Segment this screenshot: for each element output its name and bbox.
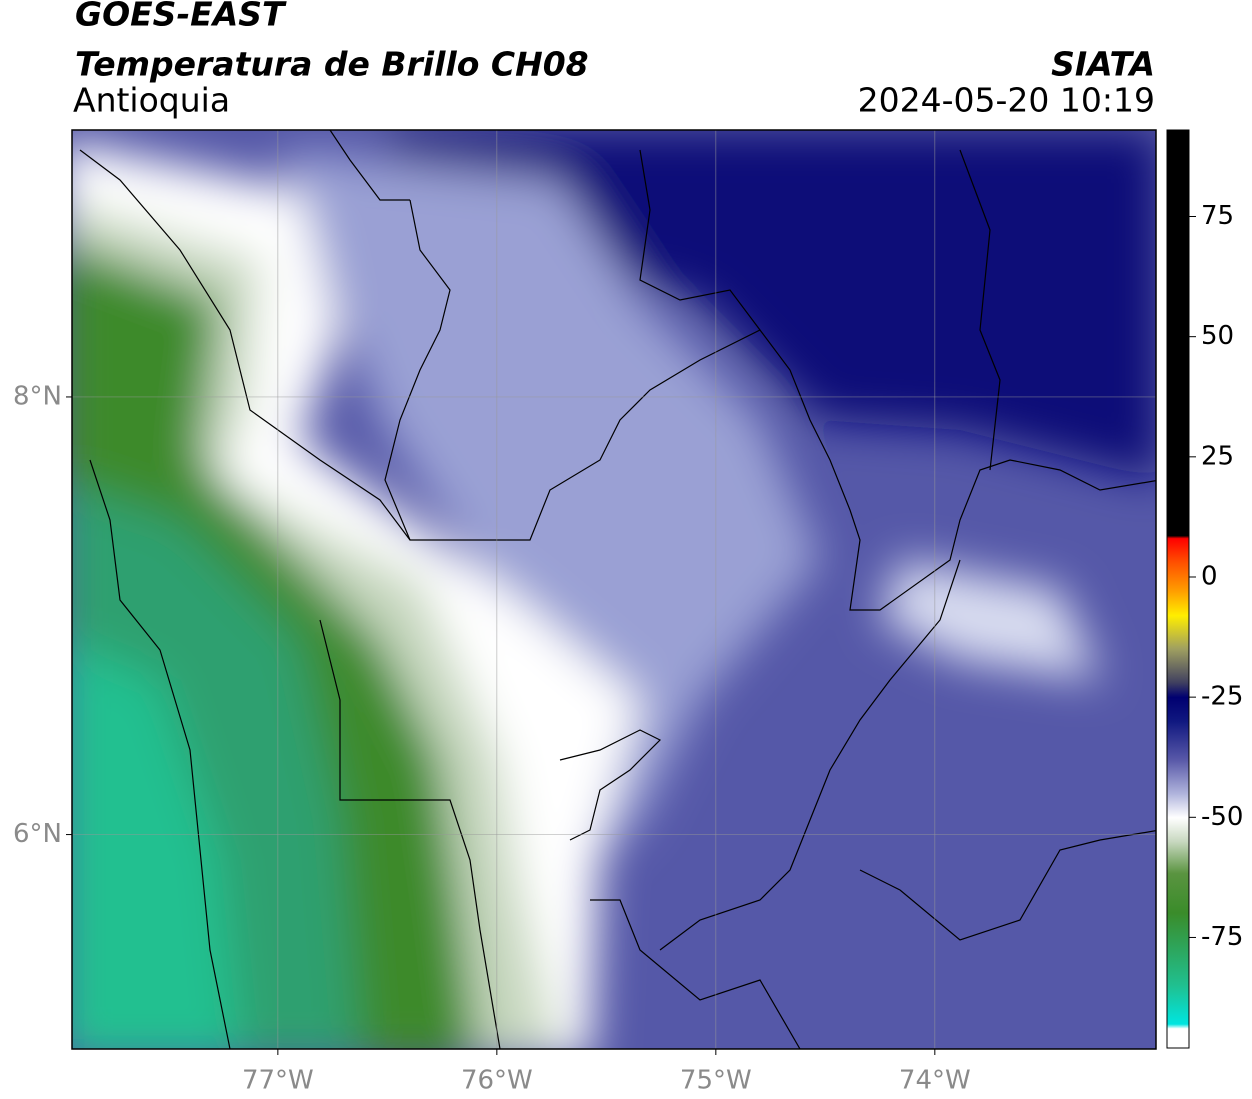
datetime: 2024-05-20 10:19 — [858, 81, 1155, 120]
graticule — [72, 130, 1156, 1049]
y-tick-label: 6°N — [13, 819, 62, 849]
colorbar-tick-label: 50 — [1201, 321, 1234, 351]
colorbar — [1166, 129, 1190, 1049]
x-tick-label: 77°W — [242, 1066, 314, 1096]
subtitle: Temperatura de Brillo CH08 — [75, 45, 589, 84]
title: GOES-EAST — [75, 0, 287, 34]
colorbar-tick-label: 0 — [1201, 561, 1218, 591]
x-tick-label: 74°W — [899, 1066, 971, 1096]
colorbar-tick-label: 75 — [1201, 201, 1234, 231]
colorbar-tick-label: -75 — [1201, 922, 1243, 952]
map-frame — [71, 129, 1157, 1050]
x-tick-label: 75°W — [680, 1066, 752, 1096]
x-tick-label: 76°W — [461, 1066, 533, 1096]
source: SIATA — [1051, 45, 1155, 84]
colorbar-tick-label: 25 — [1201, 441, 1234, 471]
colorbar-tick-label: -25 — [1201, 682, 1243, 712]
region: Antioquia — [73, 81, 230, 120]
y-tick-label: 8°N — [13, 381, 62, 411]
colorbar-tick-label: -50 — [1201, 802, 1243, 832]
map-image — [72, 130, 1156, 1049]
